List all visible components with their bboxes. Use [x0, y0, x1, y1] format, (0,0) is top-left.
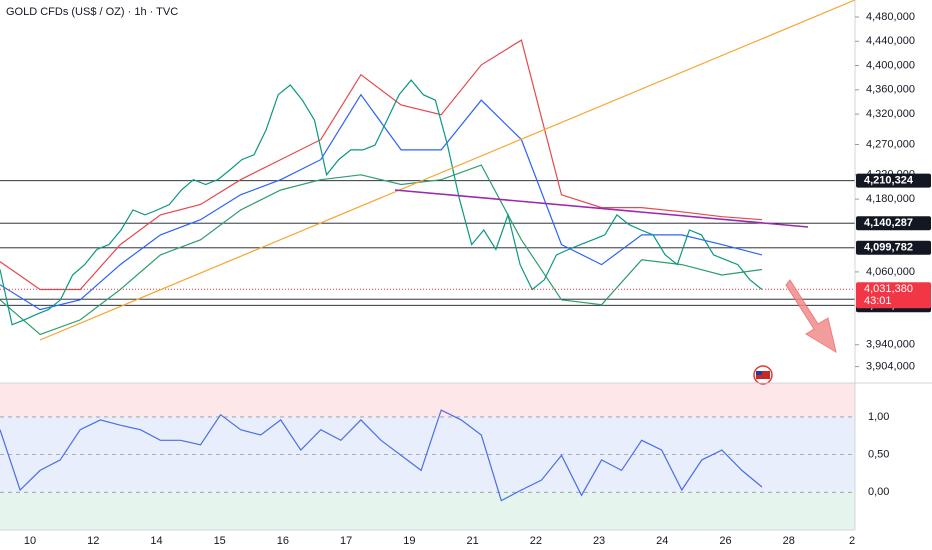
y-tick-label: 4,180,000	[866, 193, 915, 205]
x-tick-label: 28	[783, 535, 795, 547]
x-tick-label: 23	[593, 535, 605, 547]
y-tick-label: 4,270,000	[866, 138, 915, 150]
oscillator-zones	[0, 383, 855, 530]
zone-oversold	[0, 492, 855, 530]
x-tick-label: 14	[150, 535, 162, 547]
zone-overbought	[0, 383, 855, 417]
last-price-label: 4,031,380	[864, 283, 913, 295]
x-tick-label: 26	[719, 535, 731, 547]
y-tick-label: 0,50	[868, 449, 889, 461]
plot	[0, 39, 855, 502]
y-tick-label: 3,940,000	[866, 339, 915, 351]
y-tick-label: 0,00	[868, 486, 889, 498]
countdown-label: 43:01	[864, 295, 892, 307]
series-line	[0, 39, 763, 291]
title-bg	[2, 3, 207, 21]
y-tick-label: 4,440,000	[866, 35, 915, 47]
x-tick-label: 21	[466, 535, 478, 547]
level-label: 4,140,287	[864, 217, 913, 229]
level-label-bg	[856, 173, 931, 188]
series-line	[0, 93, 763, 311]
x-tick-label: 19	[403, 535, 415, 547]
last-price-bg	[856, 282, 931, 309]
trend-line	[394, 189, 809, 228]
level-label-bg	[856, 216, 931, 231]
y-tick-label: 4,060,000	[866, 266, 915, 278]
series-line	[0, 164, 763, 336]
series-line	[0, 79, 763, 326]
flag-icon	[753, 365, 773, 385]
x-tick-label: 22	[530, 535, 542, 547]
y-tick-label: 3,904,000	[866, 361, 915, 373]
level-label: 4,099,782	[864, 242, 913, 254]
chart-title: GOLD CFDs (US$ / OZ) · 1h · TVC	[6, 6, 178, 18]
y-tick-label: 4,480,000	[866, 11, 915, 23]
y-tick-label: 1,00	[868, 411, 889, 423]
y-tick-label: 4,360,000	[866, 84, 915, 96]
level-label-bg	[856, 240, 931, 255]
axis: 4,480,000 4,440,000 4,400,000 4,360,000 4,32…	[24, 11, 931, 547]
x-tick-label: 24	[656, 535, 668, 547]
y-tick-label: 4,400,000	[866, 59, 915, 71]
level-label: 4,210,324	[864, 175, 914, 187]
x-tick-label: 17	[340, 535, 352, 547]
y-tick-label: 4,320,000	[866, 108, 915, 120]
x-tick-label: 10	[24, 535, 36, 547]
trend-line	[39, 0, 856, 341]
x-tick-label: 15	[214, 535, 226, 547]
arrow	[785, 279, 837, 354]
x-tick-label: 12	[87, 535, 99, 547]
x-tick-label: 2	[849, 535, 855, 547]
x-tick-label: 16	[277, 535, 289, 547]
series-line	[0, 409, 763, 502]
